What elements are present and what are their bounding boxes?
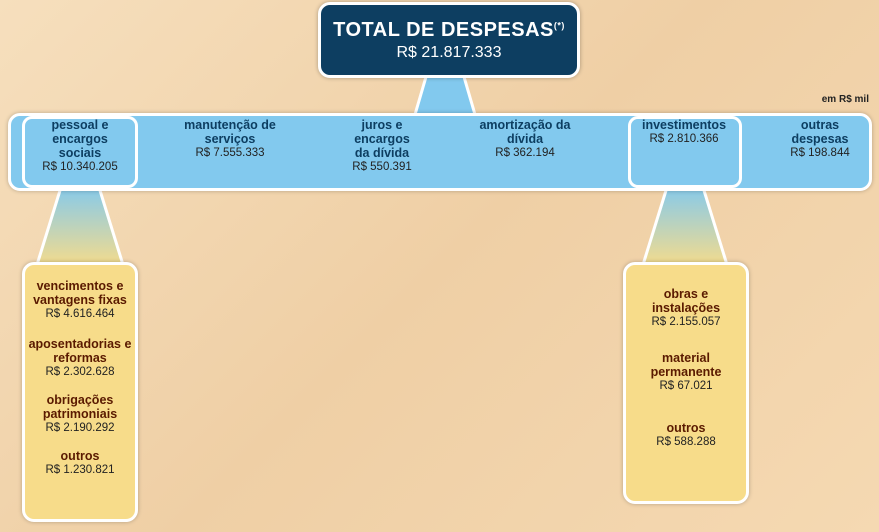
- highlight: [628, 116, 742, 188]
- category: pessoal e encargos sociais R$ 10.340.205: [39, 118, 121, 174]
- category: amortização da dívida R$ 362.194: [469, 118, 581, 160]
- category: juros e encargos da dívida R$ 550.391: [346, 118, 418, 174]
- item-label: outros: [666, 421, 706, 435]
- connector-right: [639, 182, 731, 270]
- category-label: amortização da dívida: [479, 118, 571, 146]
- item-value: R$ 2.190.292: [45, 422, 115, 434]
- category-value: R$ 550.391: [352, 161, 412, 173]
- breakdown-box: vencimentos e vantagens fixas R$ 4.616.46…: [22, 262, 138, 522]
- breakdown-item: vencimentos e vantagens fixas R$ 4.616.46…: [28, 279, 132, 321]
- item-label: vencimentos e vantagens fixas: [33, 279, 127, 307]
- connector-left: [33, 182, 127, 270]
- total-box: TOTAL DE DESPESAS(*) R$ 21.817.333: [318, 2, 580, 78]
- breakdown-item: outros R$ 1.230.821: [28, 449, 132, 477]
- item-value: R$ 588.288: [656, 436, 716, 448]
- category-value: R$ 10.340.205: [42, 161, 118, 173]
- breakdown-item: material permanente R$ 67.021: [629, 351, 743, 393]
- item-value: R$ 2.302.628: [45, 366, 115, 378]
- breakdown-item: obras e instalações R$ 2.155.057: [629, 287, 743, 329]
- category: outras despesas R$ 198.844: [785, 118, 855, 160]
- total-note: (*): [553, 20, 565, 31]
- breakdown-item: obrigações patrimoniais R$ 2.190.292: [28, 393, 132, 435]
- category: manutenção de serviços R$ 7.555.333: [174, 118, 286, 160]
- breakdown-item: aposentadorias e reformas R$ 2.302.628: [28, 337, 132, 379]
- item-value: R$ 67.021: [659, 380, 713, 392]
- category-value: R$ 362.194: [495, 147, 555, 159]
- category-label: pessoal e encargos sociais: [51, 118, 109, 160]
- item-label: obras e instalações: [651, 287, 721, 315]
- category: investimentos R$ 2.810.366: [632, 118, 736, 146]
- item-value: R$ 4.616.464: [45, 308, 115, 320]
- item-label: material permanente: [650, 351, 722, 379]
- category-label: investimentos: [641, 118, 727, 132]
- category-value: R$ 198.844: [790, 147, 850, 159]
- item-label: obrigações patrimoniais: [42, 393, 118, 421]
- item-value: R$ 2.155.057: [651, 316, 721, 328]
- breakdown-box: obras e instalações R$ 2.155.057 material …: [623, 262, 749, 504]
- total-value: R$ 21.817.333: [396, 44, 502, 61]
- highlight: [22, 116, 138, 188]
- item-label: aposentadorias e reformas: [28, 337, 132, 365]
- category-value: R$ 2.810.366: [649, 133, 719, 145]
- breakdown-item: outros R$ 588.288: [629, 421, 743, 449]
- unit-label: em R$ mil: [821, 94, 869, 105]
- category-value: R$ 7.555.333: [195, 147, 265, 159]
- category-label: outras despesas: [791, 118, 849, 146]
- item-value: R$ 1.230.821: [45, 464, 115, 476]
- category-bar: [8, 113, 872, 191]
- category-label: juros e encargos da dívida: [354, 118, 410, 160]
- total-title: TOTAL DE DESPESAS: [333, 19, 554, 41]
- category-label: manutenção de serviços: [184, 118, 276, 146]
- item-label: outros: [60, 449, 100, 463]
